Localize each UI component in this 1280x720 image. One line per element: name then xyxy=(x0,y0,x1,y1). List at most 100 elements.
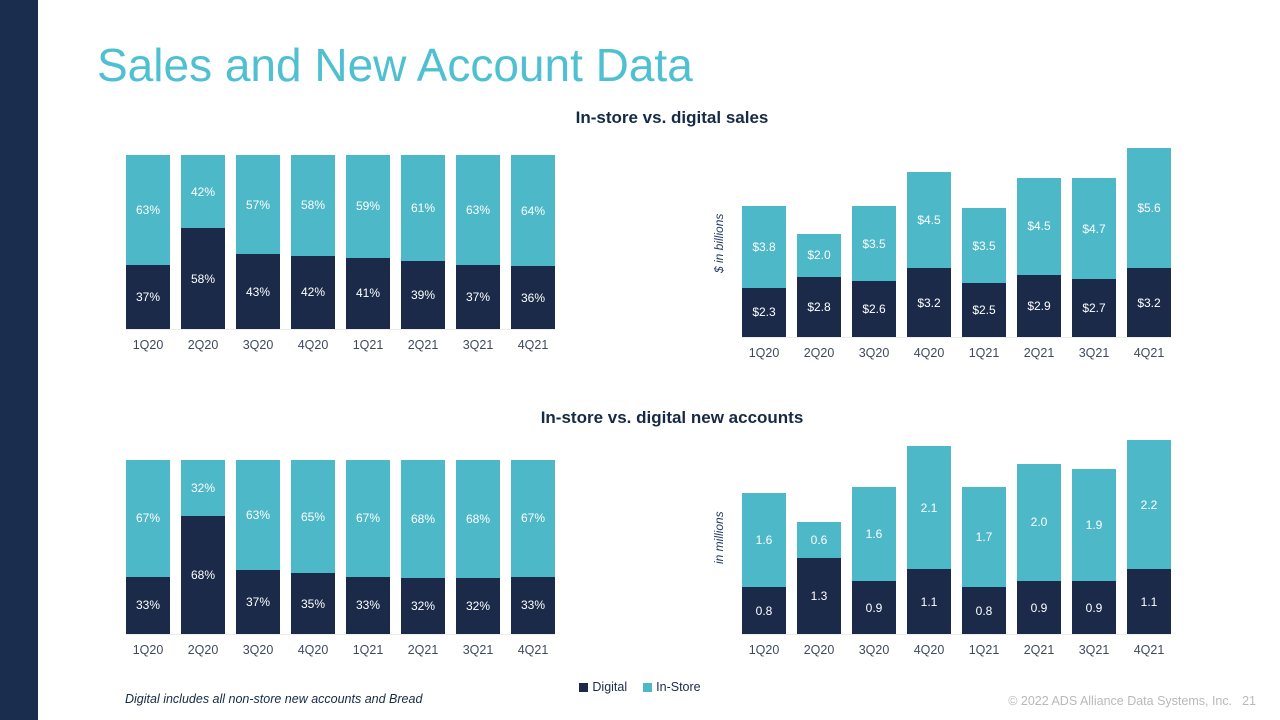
segment-value-label: 2.0 xyxy=(1030,515,1048,530)
bar-3q21: 1.9 0.9 xyxy=(1072,469,1116,634)
bar-4q21: 67% 33% xyxy=(511,460,555,634)
segment-digital-1q21: $2.5 xyxy=(962,283,1006,337)
segment-value-label: 67% xyxy=(355,511,381,526)
segment-value-label: 58% xyxy=(190,271,216,286)
x-axis-label: 3Q20 xyxy=(242,338,274,352)
x-axis-label: 1Q20 xyxy=(132,338,164,352)
segment-value-label: 65% xyxy=(300,509,326,524)
segment-value-label: 32% xyxy=(190,480,216,495)
segment-value-label: 1.1 xyxy=(920,594,938,609)
segment-digital-2q21: 32% xyxy=(401,578,445,634)
segment-value-label: 39% xyxy=(410,288,436,303)
bar-1q21: $3.5 $2.5 xyxy=(962,208,1006,337)
x-axis: 1Q20 2Q20 3Q20 4Q20 1Q21 2Q21 3Q21 4Q21 xyxy=(742,643,1171,657)
chart-title-accounts: In-store vs. digital new accounts xyxy=(540,408,804,427)
segment-digital-3q21: 37% xyxy=(456,264,500,329)
segment-digital-2q20: 58% xyxy=(181,228,225,329)
x-axis-label: 2Q21 xyxy=(407,643,439,657)
segment-value-label: 32% xyxy=(410,599,436,614)
segment-value-label: $3.2 xyxy=(917,295,941,310)
bar-2q21: $4.5 $2.9 xyxy=(1017,178,1061,337)
segment-value-label: 33% xyxy=(355,598,381,613)
segment-in-store-1q21: 67% xyxy=(346,460,390,577)
bar-1q21: 59% 41% xyxy=(346,155,390,329)
segment-in-store-2q20: 32% xyxy=(181,460,225,516)
segment-digital-3q20: 37% xyxy=(236,569,280,634)
segment-in-store-3q20: 1.6 xyxy=(852,487,896,582)
x-axis-label: 2Q21 xyxy=(1023,346,1055,360)
segment-value-label: 2.2 xyxy=(1140,497,1158,512)
segment-in-store-1q20: $3.8 xyxy=(742,206,786,288)
bar-4q21: $5.6 $3.2 xyxy=(1127,148,1171,337)
segment-digital-1q20: 0.8 xyxy=(742,587,786,634)
segment-value-label: 37% xyxy=(465,289,491,304)
chart-accounts-millions: 1.6 0.8 0.6 1.3 1.6 0.9 2.1 1.1 1.7 0.8 2.0 0.9 1.9 0… xyxy=(742,440,1171,657)
segment-value-label: $4.5 xyxy=(1027,219,1051,234)
segment-value-label: 67% xyxy=(520,511,546,526)
legend-item-digital: Digital xyxy=(579,680,627,694)
x-axis: 1Q20 2Q20 3Q20 4Q20 1Q21 2Q21 3Q21 4Q21 xyxy=(742,346,1171,360)
page-title: Sales and New Account Data xyxy=(97,39,693,91)
segment-value-label: 61% xyxy=(410,201,436,216)
chart-sales-percent: 63% 37% 42% 58% 57% 43% 58% 42% 59% 41% 61% 39% 63% 3… xyxy=(126,155,555,352)
segment-value-label: 0.9 xyxy=(865,600,883,615)
segment-in-store-4q21: $5.6 xyxy=(1127,148,1171,269)
x-axis-label: 4Q20 xyxy=(297,643,329,657)
segment-value-label: 1.3 xyxy=(810,588,828,603)
segment-digital-1q21: 0.8 xyxy=(962,587,1006,634)
x-axis-label: 4Q21 xyxy=(517,338,549,352)
instore-swatch-icon xyxy=(643,682,653,692)
left-accent-bar xyxy=(0,0,38,720)
segment-value-label: 0.8 xyxy=(755,603,773,618)
footnote: Digital includes all non-store new accou… xyxy=(125,692,423,706)
segment-value-label: 68% xyxy=(465,512,491,527)
bar-4q21: 64% 36% xyxy=(511,155,555,329)
segment-value-label: 36% xyxy=(520,290,546,305)
segment-value-label: 33% xyxy=(520,598,546,613)
bar-1q21: 1.7 0.8 xyxy=(962,487,1006,634)
segment-value-label: 63% xyxy=(245,507,271,522)
segment-digital-2q20: 1.3 xyxy=(797,557,841,634)
segment-value-label: $3.2 xyxy=(1137,295,1161,310)
legend-label-digital: Digital xyxy=(592,680,628,694)
segment-value-label: $2.3 xyxy=(752,305,776,320)
x-axis-label: 3Q21 xyxy=(1078,643,1110,657)
segment-value-label: $2.6 xyxy=(862,302,886,317)
segment-in-store-2q21: 68% xyxy=(401,460,445,579)
segment-in-store-2q20: 0.6 xyxy=(797,522,841,558)
segment-value-label: $2.7 xyxy=(1082,301,1106,315)
segment-value-label: 37% xyxy=(245,594,271,609)
x-axis-label: 4Q20 xyxy=(297,338,329,352)
x-axis-label: 3Q20 xyxy=(858,643,890,657)
segment-digital-3q20: 0.9 xyxy=(852,581,896,634)
segment-digital-1q21: 41% xyxy=(346,257,390,329)
segment-in-store-2q20: $2.0 xyxy=(797,233,841,277)
segment-value-label: 2.1 xyxy=(920,500,938,515)
segment-digital-3q21: 32% xyxy=(456,578,500,634)
segment-in-store-3q21: 68% xyxy=(456,460,500,579)
segment-digital-1q20: $2.3 xyxy=(742,287,786,337)
segment-digital-4q20: 35% xyxy=(291,573,335,634)
bar-1q20: 1.6 0.8 xyxy=(742,492,786,634)
legend-label-instore: In-Store xyxy=(656,680,701,694)
x-axis-label: 2Q20 xyxy=(187,338,219,352)
segment-value-label: 41% xyxy=(355,286,381,301)
chart-sales-dollars: $3.8 $2.3 $2.0 $2.8 $3.5 $2.6 $4.5 $3.2 $3.5 $2.5… xyxy=(742,148,1171,360)
x-axis-label: 2Q21 xyxy=(407,338,439,352)
bar-2q20: $2.0 $2.8 xyxy=(797,233,841,337)
segment-in-store-4q21: 67% xyxy=(511,460,555,577)
segment-value-label: 68% xyxy=(190,567,216,582)
x-axis-label: 4Q20 xyxy=(913,346,945,360)
page-number: 21 xyxy=(1242,694,1256,708)
segment-digital-3q20: 43% xyxy=(236,254,280,329)
x-axis-label: 1Q21 xyxy=(352,643,384,657)
plot-area: 1.6 0.8 0.6 1.3 1.6 0.9 2.1 1.1 1.7 0.8 2.0 0.9 1.9 0… xyxy=(742,440,1171,635)
plot-area: 63% 37% 42% 58% 57% 43% 58% 42% 59% 41% 61% 39% 63% 3… xyxy=(126,155,555,330)
segment-value-label: 37% xyxy=(135,289,161,304)
copyright: © 2022 ADS Alliance Data Systems, Inc. 2… xyxy=(1008,694,1256,708)
bar-4q20: $4.5 $3.2 xyxy=(907,171,951,337)
segment-digital-4q21: $3.2 xyxy=(1127,268,1171,337)
segment-in-store-1q21: 1.7 xyxy=(962,487,1006,587)
segment-digital-2q21: $2.9 xyxy=(1017,274,1061,337)
segment-digital-3q21: 0.9 xyxy=(1072,581,1116,634)
